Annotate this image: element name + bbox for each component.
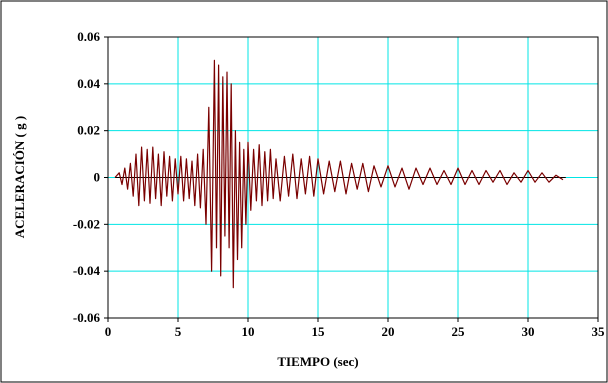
y-axis-label: ACELERACIÓN ( g )	[12, 116, 27, 238]
y-tick-label: -0.06	[73, 310, 101, 325]
y-axis: -0.06 -0.04 -0.02 0 0.02 0.04 0.06	[73, 29, 108, 325]
y-tick-label: 0.04	[77, 76, 100, 91]
x-tick-label: 0	[105, 324, 112, 339]
series-layer	[114, 59, 564, 289]
x-tick-label: 25	[452, 324, 466, 339]
y-tick-label: 0	[94, 170, 101, 185]
y-tick-label: -0.02	[73, 216, 100, 231]
y-tick-label: 0.06	[77, 29, 100, 44]
x-tick-label: 5	[175, 324, 182, 339]
acceleration-series-line	[114, 59, 564, 289]
x-tick-label: 20	[382, 324, 395, 339]
x-tick-label: 10	[242, 324, 255, 339]
x-tick-label: 30	[522, 324, 535, 339]
x-tick-label: 15	[312, 324, 326, 339]
y-tick-label: -0.04	[73, 263, 101, 278]
x-axis-label: TIEMPO (sec)	[277, 354, 358, 369]
x-axis: 0 5 10 15 20 25 30 35	[105, 318, 605, 339]
y-tick-label: 0.02	[77, 123, 100, 138]
x-tick-label: 35	[592, 324, 606, 339]
